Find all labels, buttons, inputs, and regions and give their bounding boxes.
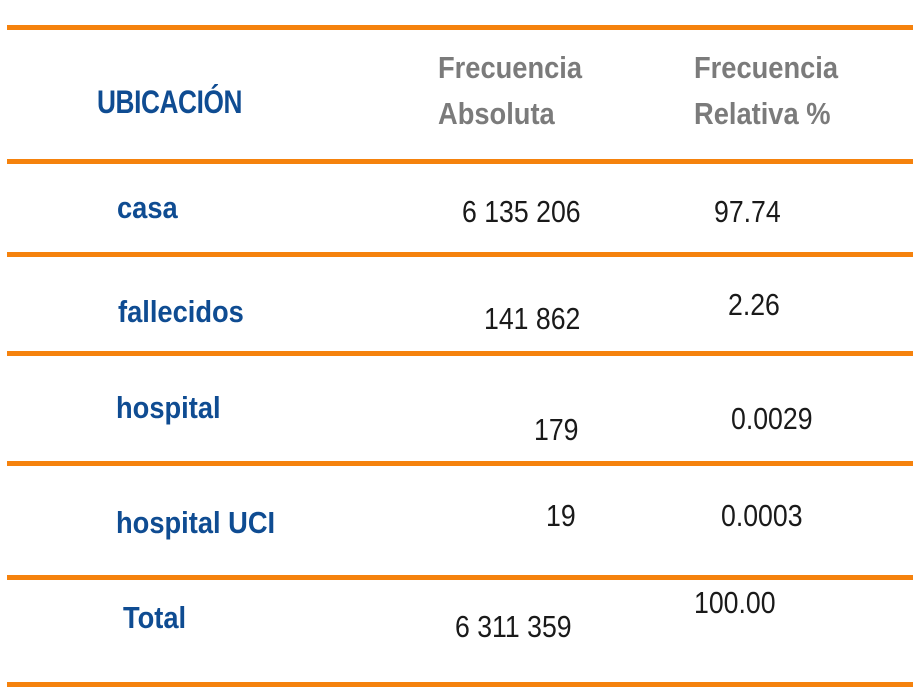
row-relative-value: 97.74 [714, 194, 781, 229]
row-location-label: fallecidos [118, 294, 244, 329]
header-absolute-line2: Absoluta [438, 96, 555, 131]
total-absolute-value: 6 311 359 [455, 609, 572, 644]
total-label: Total [123, 600, 187, 635]
header-bottom-rule [7, 159, 913, 164]
table-bottom-rule [7, 682, 913, 687]
header-relative-line2: Relativa % [694, 96, 831, 131]
total-relative-value: 100.00 [694, 585, 776, 620]
header-relative-frequency: Frecuencia Relativa % [694, 45, 838, 137]
row-divider [7, 575, 913, 580]
row-absolute-value: 6 135 206 [462, 194, 581, 229]
header-absolute-frequency: Frecuencia Absoluta [438, 45, 582, 137]
row-relative-value: 2.26 [728, 287, 780, 322]
row-divider [7, 461, 913, 466]
row-location-label: casa [117, 190, 178, 225]
row-location-label: hospital [116, 390, 221, 425]
header-location: UBICACIÓN [97, 84, 242, 120]
row-absolute-value: 19 [546, 498, 576, 533]
header-relative-line1: Frecuencia [694, 50, 839, 85]
row-relative-value: 0.0003 [721, 498, 803, 533]
row-absolute-value: 141 862 [484, 301, 581, 336]
row-divider [7, 252, 913, 257]
row-divider [7, 351, 913, 356]
row-relative-value: 0.0029 [731, 401, 813, 436]
header-absolute-line1: Frecuencia [438, 50, 583, 85]
row-location-label: hospital UCI [116, 505, 276, 540]
table-top-rule [7, 25, 913, 30]
row-absolute-value: 179 [534, 412, 579, 447]
